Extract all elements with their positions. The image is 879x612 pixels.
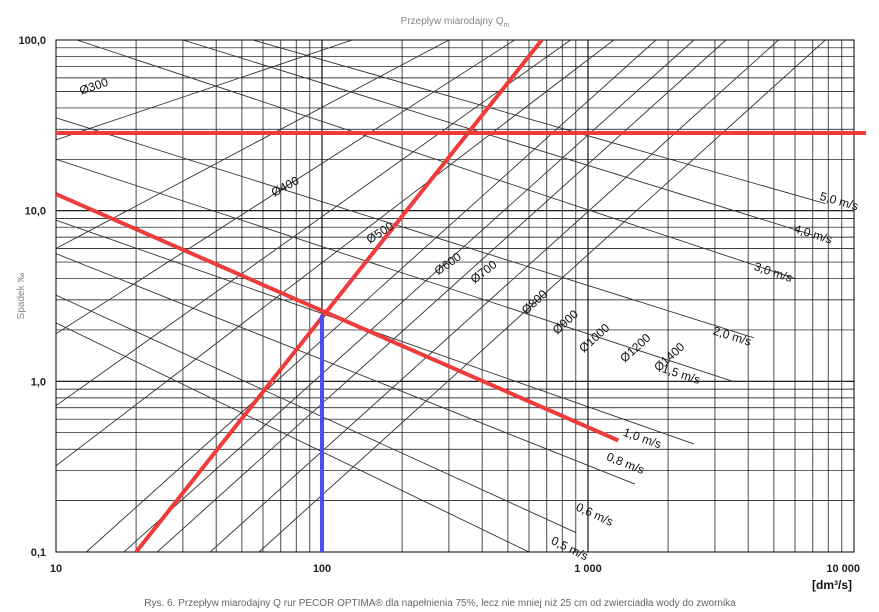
y-axis-label: Spadek ‰ xyxy=(16,273,27,320)
x-tick-label: 1 000 xyxy=(574,563,602,575)
diameter-label: Ø800 xyxy=(519,287,550,317)
diameter-label: Ø1200 xyxy=(617,331,653,366)
chart-title: Przepływ miarodajny Qm xyxy=(401,16,510,29)
y-tick-label: 10,0 xyxy=(25,206,46,218)
chart-title-sub: m xyxy=(503,22,509,29)
x-unit-label: [dm³/s] xyxy=(812,578,852,592)
diameter-line xyxy=(209,40,779,552)
velocity-label: 2,0 m/s xyxy=(711,324,753,349)
velocity-label: 3,0 m/s xyxy=(752,259,794,285)
velocity-line xyxy=(56,158,733,382)
x-tick-label: 10 xyxy=(50,563,62,575)
velocity-line xyxy=(182,40,813,236)
velocity-label: 0,8 m/s xyxy=(605,450,647,478)
highlight-line xyxy=(56,192,620,443)
velocity-line xyxy=(76,40,796,280)
highlight-line xyxy=(134,40,544,552)
caption-text: Rys. 6. Przepływ miarodajny Q rur PECOR … xyxy=(144,598,736,609)
diameter-line xyxy=(56,40,515,335)
velocity-line xyxy=(56,322,530,552)
chart-title-main: Przepływ miarodajny Q xyxy=(401,16,504,27)
diameter-line xyxy=(156,40,727,552)
diameter-line xyxy=(56,40,353,141)
tick-layer: 10 100 1 000 10 000 100,0 10,0 1,0 0,1 xyxy=(18,35,860,575)
velocity-label: 0,5 m/s xyxy=(549,534,591,564)
velocity-label: 4,0 m/s xyxy=(792,222,834,247)
plot-frame xyxy=(55,39,855,553)
velocity-line xyxy=(56,117,754,339)
velocity-line xyxy=(56,294,577,533)
velocity-line xyxy=(252,40,826,205)
diameter-label: Ø400 xyxy=(269,173,302,199)
line-layer xyxy=(56,40,826,552)
figure-caption: Rys. 6. Przepływ miarodajny Q rur PECOR … xyxy=(144,598,736,609)
diameter-line xyxy=(123,40,695,552)
diameter-line xyxy=(56,40,571,407)
diameter-label: Ø1000 xyxy=(576,321,612,356)
x-tick-label: 100 xyxy=(313,563,331,575)
diameter-label: Ø700 xyxy=(468,257,500,286)
diameter-line xyxy=(86,40,657,552)
diameter-line xyxy=(56,40,450,249)
y-tick-label: 1,0 xyxy=(31,376,46,388)
x-tick-label: 10 000 xyxy=(826,563,860,575)
diameter-line xyxy=(56,40,615,467)
diameter-label: Ø600 xyxy=(432,249,464,278)
velocity-label: 1,0 m/s xyxy=(621,425,663,451)
grid xyxy=(56,40,854,552)
highlight-layer xyxy=(56,40,854,552)
velocity-line xyxy=(56,253,636,485)
y-tick-label: 0,1 xyxy=(31,547,46,559)
velocity-label: 1,5 m/s xyxy=(660,361,702,387)
y-tick-label: 100,0 xyxy=(18,35,46,47)
diameter-label: Ø900 xyxy=(550,307,581,337)
velocity-label: 0,6 m/s xyxy=(574,500,616,529)
